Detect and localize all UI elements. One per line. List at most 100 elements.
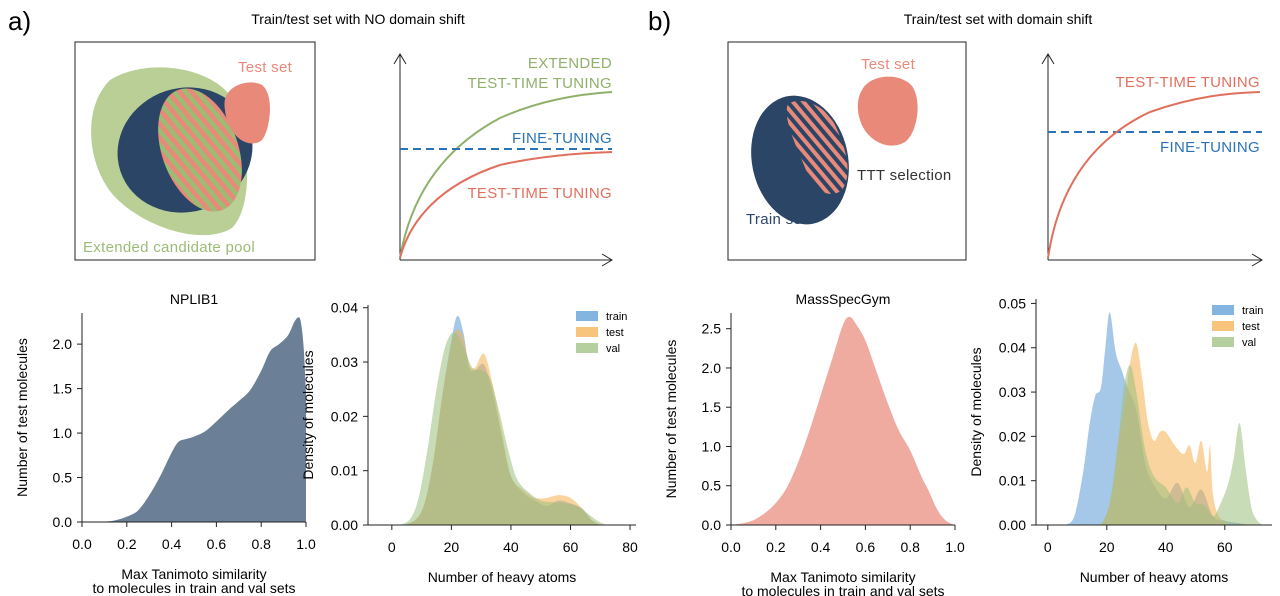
panel-b-letter: b): [648, 6, 671, 36]
y-tick-label: 1.5: [53, 381, 73, 397]
y-tick-label: 0.0: [702, 517, 722, 533]
y-tick-label: 0.5: [53, 470, 73, 486]
y-tick-label: 0.02: [331, 408, 358, 424]
chart-massspecgym-atoms: 0 20 40 60 0.00 0.01 0.02 0.03 0.04 0.05 Number of…: [968, 295, 1272, 585]
chart-title: MassSpecGym: [796, 291, 891, 307]
legend-swatch-test: [1212, 321, 1234, 331]
ttt-label-b: TEST-TIME TUNING: [1115, 74, 1260, 91]
y-tick-label: 0.0: [53, 514, 73, 530]
x-tick-label: 60: [563, 539, 579, 555]
legend-swatch-val: [1212, 337, 1234, 347]
venn-a-test-label: Test set: [238, 59, 293, 76]
area-val: [1100, 365, 1264, 525]
x-tick-label: 80: [622, 539, 638, 555]
x-axis-label: to molecules in train and val sets: [92, 580, 295, 596]
x-tick-label: 0.6: [856, 539, 876, 555]
venn-b-test-label: Test set: [861, 56, 916, 73]
panel-b-curves: TEST-TIME TUNING FINE-TUNING: [1041, 53, 1263, 267]
x-axis-label: Number of heavy atoms: [1080, 569, 1229, 585]
y-axis-label: Number of test molecules: [14, 338, 30, 497]
chart-nplib1: 0.0 0.2 0.4 0.6 0.8 1.0 0.0 0.5 1.0 1.5 2.0 Max Tan…: [14, 291, 316, 596]
y-tick-label: 0.01: [331, 463, 358, 479]
venn-a-pool-label: Extended candidate pool: [83, 239, 255, 256]
legend-swatch-train: [1212, 305, 1234, 315]
curves-b-yarrow: [1041, 53, 1055, 65]
ttt-curve-b: [1047, 91, 1261, 259]
x-tick-label: 1.0: [296, 536, 316, 552]
chart-title: NPLIB1: [170, 291, 218, 307]
x-tick-label: 0.4: [811, 539, 831, 555]
x-axis-label: Number of heavy atoms: [428, 569, 577, 585]
y-axis-label: Number of test molecules: [663, 340, 679, 499]
x-tick-label: 20: [444, 539, 460, 555]
curves-a-xarrow: [601, 253, 613, 267]
x-axis-label: Max Tanimoto similarity: [770, 569, 915, 585]
panel-b-venn: Test set Train set TTT selection: [727, 41, 967, 261]
legend-label-val: val: [606, 343, 620, 355]
y-tick-label: 1.0: [53, 425, 73, 441]
y-tick-label: 0.02: [999, 428, 1026, 444]
x-axis-label: to molecules in train and val sets: [741, 583, 944, 596]
y-tick-label: 2.5: [702, 321, 722, 337]
y-tick-label: 0.04: [331, 300, 358, 316]
y-tick-label: 0.01: [999, 473, 1026, 489]
legend-label-train: train: [1242, 305, 1263, 317]
test-set-shape: [224, 82, 270, 144]
test-set-shape-b: [857, 76, 918, 146]
legend-label-test: test: [606, 327, 624, 339]
x-tick-label: 40: [503, 539, 519, 555]
panel-a-curves: EXTENDED TEST-TIME TUNING FINE-TUNING TE…: [393, 53, 613, 267]
extended-label-2: TEST-TIME TUNING: [467, 75, 612, 92]
ttt-selection-hatch-b: [786, 100, 848, 194]
y-tick-label: 0.05: [999, 295, 1026, 311]
x-tick-label: 0: [1044, 539, 1052, 555]
finetune-label-b: FINE-TUNING: [1160, 139, 1260, 156]
y-tick-label: 2.0: [53, 336, 73, 352]
area-train: [1065, 312, 1249, 525]
y-axis-label: Density of molecules: [968, 347, 984, 476]
area-val: [397, 332, 607, 525]
x-tick-label: 20: [1099, 539, 1115, 555]
ttt-curve-a: [399, 151, 613, 259]
y-tick-label: 0.04: [999, 340, 1026, 356]
x-tick-label: 0.8: [900, 539, 920, 555]
y-tick-label: 0.03: [331, 354, 358, 370]
x-tick-label: 1.0: [945, 539, 965, 555]
x-tick-label: 40: [1158, 539, 1174, 555]
finetune-label-a: FINE-TUNING: [512, 130, 612, 147]
x-axis-label: Max Tanimoto similarity: [121, 566, 266, 582]
extended-ttt-curve: [399, 91, 613, 259]
x-tick-label: 0: [388, 539, 396, 555]
extended-label-1: EXTENDED: [528, 55, 612, 72]
chart-nplib1-atoms: 0 20 40 60 80 0.00 0.01 0.02 0.03 0.04 Number of h…: [300, 300, 638, 585]
y-tick-label: 1.0: [702, 438, 722, 454]
ttt-label-a: TEST-TIME TUNING: [467, 185, 612, 202]
legend-swatch-test: [576, 327, 598, 337]
venn-b-selection-label: TTT selection: [857, 167, 952, 184]
area-massspecgym: [731, 316, 955, 525]
y-tick-label: 0.5: [702, 478, 722, 494]
area-nplib1: [82, 317, 306, 522]
y-tick-label: 0.00: [999, 517, 1026, 533]
legend-label-test: test: [1242, 321, 1260, 333]
x-tick-label: 60: [1217, 539, 1233, 555]
y-tick-label: 1.5: [702, 399, 722, 415]
panel-a-venn: Test set Extended candidate pool: [74, 41, 316, 261]
y-tick-label: 0.03: [999, 384, 1026, 400]
x-tick-label: 0.2: [117, 536, 137, 552]
y-tick-label: 0.00: [331, 517, 358, 533]
curves-b-xarrow: [1251, 253, 1263, 267]
x-tick-label: 0.2: [766, 539, 786, 555]
legend-swatch-val: [576, 343, 598, 353]
curves-a-yarrow: [393, 53, 407, 65]
y-tick-label: 2.0: [702, 360, 722, 376]
panel-a-letter: a): [8, 6, 31, 36]
x-tick-label: 0.4: [162, 536, 182, 552]
legend-label-train: train: [606, 311, 627, 323]
venn-b-train-label: Train set: [746, 211, 807, 228]
x-tick-label: 0.0: [72, 536, 92, 552]
y-axis-label: Density of molecules: [300, 350, 316, 479]
x-tick-label: 0.0: [721, 539, 741, 555]
x-tick-label: 0.6: [207, 536, 227, 552]
